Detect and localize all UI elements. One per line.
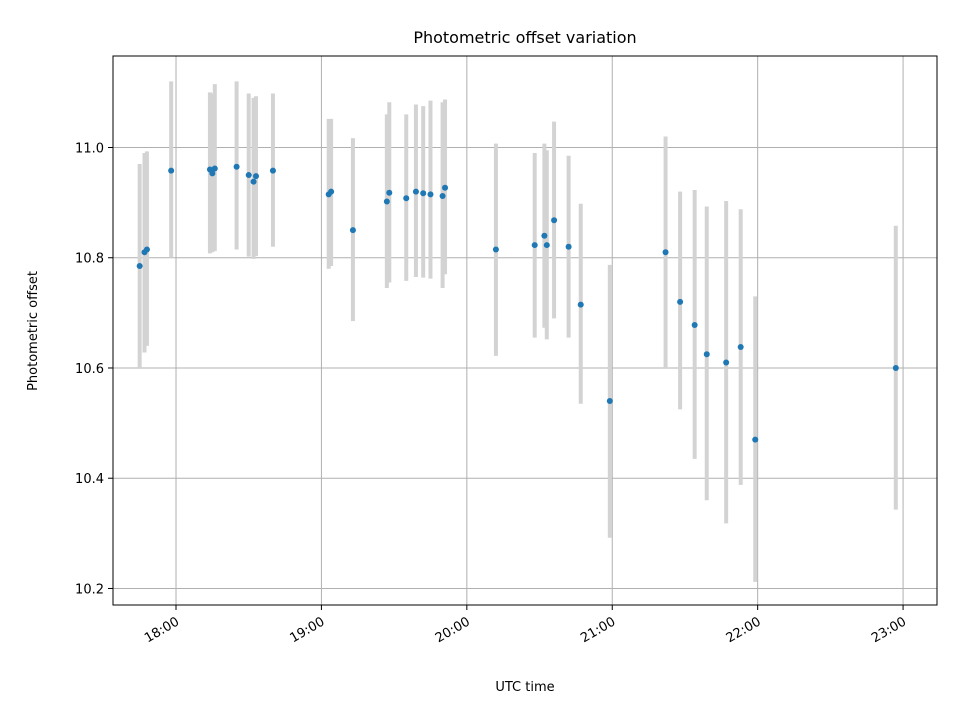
y-tick-label: 10.4 [75,472,104,487]
data-point [677,298,684,305]
data-point [565,243,572,250]
data-point [136,263,143,270]
data-point [439,193,446,200]
data-point [245,172,252,179]
data-point [577,301,584,308]
data-point [143,246,150,253]
data-point [752,436,759,443]
data-point [211,165,218,172]
data-point [233,163,240,170]
x-axis-ticks: 18:00 19:00 20:00 21:00 22:00 23:00 [142,605,909,646]
chart-title: Photometric offset variation [413,28,636,47]
y-axis-label: Photometric offset [26,271,41,391]
data-point [250,178,257,185]
data-point [269,167,276,174]
x-tick-label: 20:00 [433,614,473,646]
data-point [737,344,744,351]
data-point [209,170,216,177]
y-tick-label: 10.8 [75,252,104,267]
x-tick-label: 18:00 [142,614,182,646]
data-point [403,195,410,202]
data-point [662,249,669,256]
data-point [892,364,899,371]
data-point [551,217,558,224]
y-axis-ticks: 10.2 10.4 10.6 10.8 11.0 [75,142,113,597]
data-point [606,398,613,405]
x-tick-label: 23:00 [869,614,909,646]
data-point [252,173,259,180]
data-point [349,227,356,234]
data-points [136,163,899,443]
x-axis-label: UTC time [495,680,554,695]
data-point [442,184,449,191]
y-tick-label: 10.6 [75,362,104,377]
x-tick-label: 19:00 [287,614,327,646]
data-point [703,351,710,358]
data-point [531,242,538,249]
y-tick-label: 11.0 [75,142,104,157]
data-point [386,189,393,196]
error-bars [137,81,898,582]
data-point [691,321,698,328]
plot-frame [112,55,938,606]
data-point [541,232,548,239]
data-point [420,190,427,197]
x-tick-label: 21:00 [578,614,618,646]
data-point [412,188,419,195]
y-tick-label: 10.2 [75,582,104,597]
data-point [383,198,390,205]
data-point [543,242,550,249]
data-point [723,359,730,366]
data-point [427,191,434,198]
x-tick-label: 22:00 [724,614,764,646]
data-point [492,246,499,253]
data-point [328,188,335,195]
data-point [168,167,175,174]
